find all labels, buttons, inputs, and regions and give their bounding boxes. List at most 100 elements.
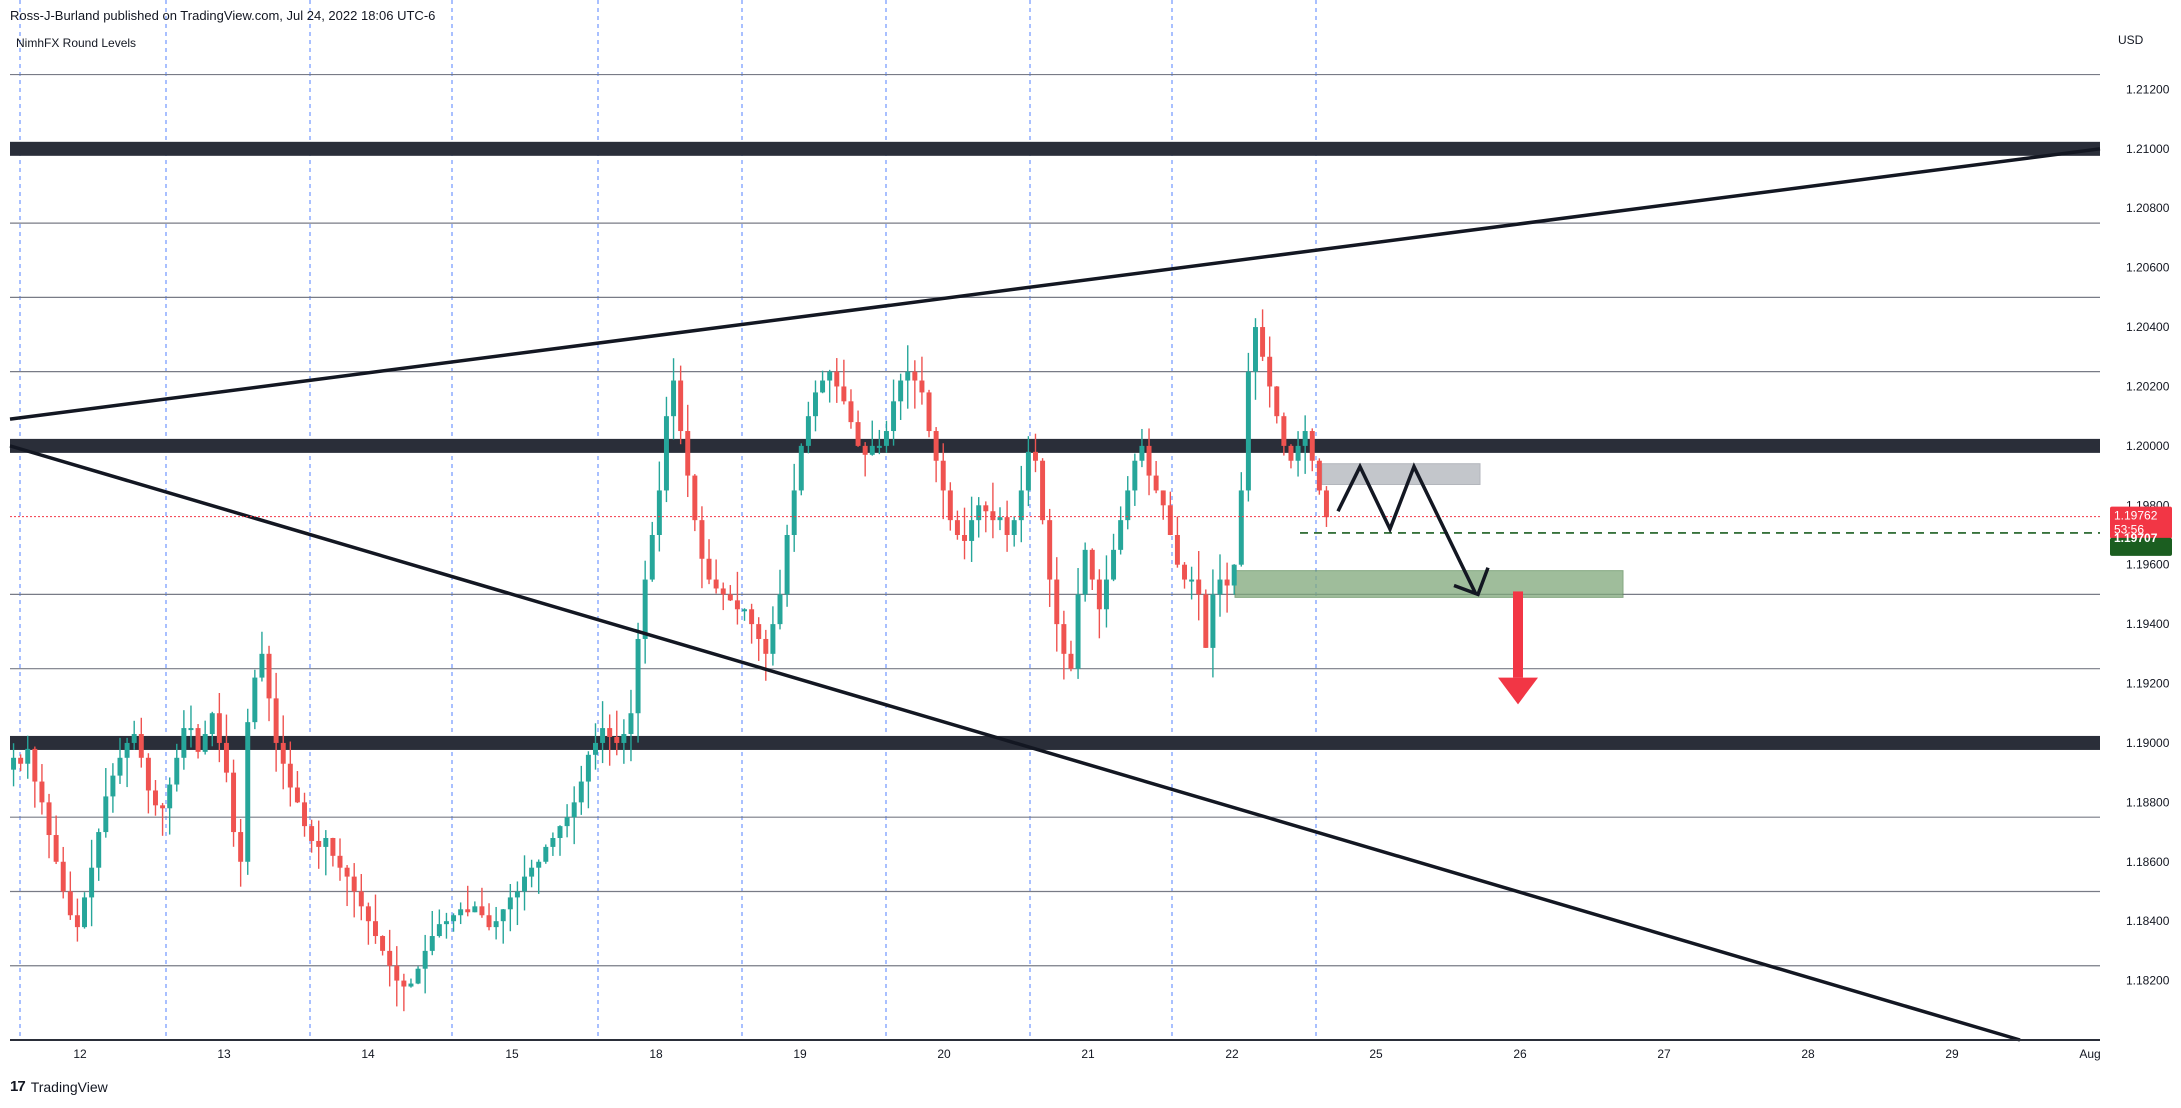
- candle-body: [1274, 386, 1280, 417]
- candle-body: [1118, 520, 1124, 550]
- candle-body: [855, 422, 861, 446]
- indicator-label: NimhFX Round Levels: [16, 36, 137, 50]
- resistance-zone: [1321, 463, 1481, 485]
- last-price-badge: [2110, 506, 2172, 539]
- candle-body: [493, 921, 499, 928]
- candle-body: [323, 838, 329, 847]
- candle-body: [394, 965, 400, 981]
- candle-body: [1132, 460, 1138, 491]
- candle-body: [1231, 564, 1237, 586]
- candle-body: [678, 380, 684, 432]
- candle-body: [252, 677, 258, 723]
- candle-body: [1167, 505, 1173, 535]
- candle-body: [153, 790, 158, 806]
- y-tick-label: 1.20600: [2126, 261, 2170, 275]
- x-tick-label: 20: [937, 1047, 951, 1061]
- candle-body: [245, 722, 251, 862]
- candle-body: [550, 838, 556, 847]
- candle-body: [1103, 579, 1109, 610]
- y-tick-label: 1.21000: [2126, 142, 2170, 156]
- candle-body: [1210, 594, 1216, 648]
- x-tick-label: 21: [1081, 1047, 1095, 1061]
- round-levels-layer: [10, 73, 2100, 967]
- candle-body: [202, 734, 208, 752]
- candle-body: [223, 742, 229, 773]
- tradingview-logo[interactable]: 17 TradingView: [10, 1078, 108, 1095]
- candle-body: [259, 653, 265, 678]
- y-tick-label: 1.18800: [2126, 795, 2170, 809]
- candle-body: [344, 867, 350, 877]
- candle-body: [181, 728, 187, 758]
- candle-body: [373, 921, 378, 937]
- candle-body: [1018, 490, 1024, 521]
- candles-layer: [11, 309, 1329, 1012]
- candle-body: [11, 757, 17, 770]
- candle-body: [841, 386, 847, 402]
- major-level-band: [10, 735, 2100, 750]
- candle-body: [39, 781, 45, 803]
- down-arrow-shaft: [1513, 591, 1523, 678]
- candle-body: [337, 855, 343, 868]
- candle-body: [969, 520, 975, 541]
- candle-body: [387, 950, 393, 966]
- tradingview-logo-icon: 17: [10, 1078, 26, 1095]
- candle-body: [1061, 624, 1067, 654]
- candle-body: [422, 950, 428, 969]
- candle-body: [578, 781, 584, 803]
- y-tick-label: 1.18600: [2126, 855, 2170, 869]
- candle-body: [174, 757, 180, 785]
- candle-body: [685, 431, 691, 476]
- lower-trendline: [9, 444, 2021, 1042]
- candle-body: [734, 600, 740, 610]
- candle-body: [763, 638, 769, 654]
- candle-body: [436, 924, 442, 937]
- candle-body: [1146, 445, 1152, 476]
- candle-body: [876, 445, 882, 448]
- candle-body: [720, 588, 726, 595]
- candle-body: [1267, 356, 1273, 387]
- zones-layer: [1234, 463, 1624, 598]
- candle-body: [266, 653, 272, 699]
- candle-body: [1302, 431, 1308, 446]
- candle-body: [46, 802, 52, 836]
- candle-body: [103, 796, 109, 833]
- candle-body: [699, 520, 705, 559]
- candle-body: [280, 742, 286, 764]
- price-axis: USD 1.21200 1.21000 1.20800 1.20600 1.20400 1.…: [2110, 33, 2172, 988]
- candle-body: [380, 936, 386, 951]
- projected-path-arrowhead: [1453, 567, 1490, 597]
- candle-body: [408, 983, 414, 987]
- candle-body: [1196, 579, 1202, 595]
- candle-body: [216, 713, 222, 743]
- candle-body: [642, 579, 648, 639]
- candle-body: [962, 535, 967, 541]
- candle-body: [32, 748, 38, 782]
- candle-body: [933, 431, 939, 461]
- candle-body: [607, 728, 613, 737]
- candle-body: [976, 505, 982, 521]
- candle-body: [1260, 327, 1266, 357]
- candle-body: [415, 968, 421, 984]
- candle-body: [1068, 653, 1074, 669]
- last-price-value: 1.19762: [2114, 509, 2158, 523]
- y-tick-label: 1.18400: [2126, 914, 2170, 928]
- candle-body: [990, 511, 996, 521]
- candle-body: [954, 520, 960, 535]
- candle-body: [401, 980, 407, 987]
- candle-body: [1096, 579, 1102, 610]
- candle-body: [1125, 490, 1131, 521]
- candle-body: [18, 757, 24, 764]
- candle-body: [536, 861, 542, 868]
- candle-body: [209, 713, 215, 735]
- target-price-badge: [2110, 537, 2172, 556]
- projected-path: [1336, 462, 1478, 596]
- candle-body: [53, 835, 59, 862]
- candle-body: [649, 535, 655, 580]
- candle-body: [365, 906, 371, 922]
- x-tick-label: 28: [1801, 1047, 1815, 1061]
- candle-body: [443, 921, 449, 925]
- candle-body: [926, 392, 932, 432]
- y-tick-label: 1.20200: [2126, 379, 2170, 393]
- candle-body: [1217, 579, 1223, 595]
